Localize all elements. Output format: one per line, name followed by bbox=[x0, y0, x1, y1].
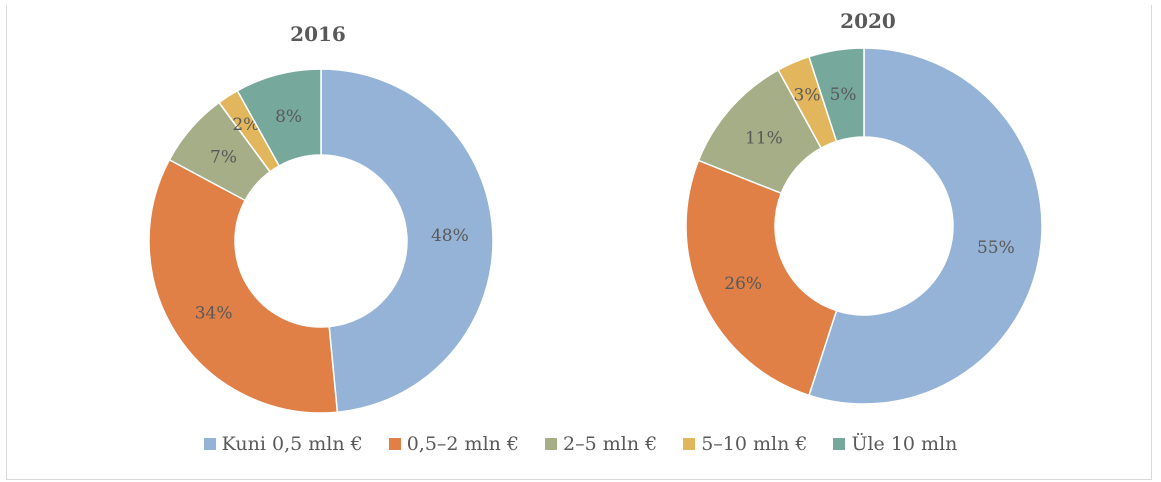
chart-frame bbox=[6, 5, 1152, 480]
chart-title-2020: 2020 bbox=[840, 9, 896, 33]
slice-5 bbox=[236, 68, 322, 167]
legend-swatch bbox=[203, 438, 216, 450]
legend-label: 2–5 mln € bbox=[563, 433, 658, 455]
slice-label: 8% bbox=[275, 107, 302, 127]
legend-label: Üle 10 mln bbox=[851, 433, 958, 455]
slice-label: 48% bbox=[431, 226, 469, 246]
slice-1 bbox=[320, 68, 494, 414]
legend-swatch bbox=[683, 438, 696, 450]
donut-2016: 48% 34% 7% 2% 8% bbox=[148, 68, 494, 414]
slice-2 bbox=[685, 159, 838, 397]
slice-2 bbox=[148, 158, 339, 414]
slice-label: 55% bbox=[977, 238, 1015, 258]
legend-label: 0,5–2 mln € bbox=[406, 433, 520, 455]
legend-label: Kuni 0,5 mln € bbox=[221, 433, 363, 455]
legend-item-1: Kuni 0,5 mln € bbox=[203, 433, 363, 455]
legend-swatch bbox=[545, 438, 558, 450]
slice-label: 11% bbox=[745, 129, 783, 149]
chart-title-2016: 2016 bbox=[290, 22, 346, 46]
legend: Kuni 0,5 mln € 0,5–2 mln € 2–5 mln € 5–1… bbox=[0, 433, 1161, 455]
slice-label: 5% bbox=[830, 85, 857, 105]
legend-item-5: Üle 10 mln bbox=[833, 433, 957, 455]
slice-1 bbox=[808, 47, 1043, 405]
legend-item-4: 5–10 mln € bbox=[683, 433, 807, 455]
slice-label: 3% bbox=[794, 85, 821, 105]
legend-swatch bbox=[833, 438, 846, 450]
slice-label: 26% bbox=[724, 274, 762, 294]
slice-5 bbox=[808, 47, 865, 143]
donut-charts: 2016 2020 48% 34% 7% 2% 8% 55% 26% 11% 3% 5% bbox=[148, 9, 1043, 414]
slice-label: 7% bbox=[210, 148, 237, 168]
slice-label: 2% bbox=[232, 115, 259, 135]
legend-item-2: 0,5–2 mln € bbox=[388, 433, 520, 455]
legend-item-3: 2–5 mln € bbox=[545, 433, 657, 455]
legend-label: 5–10 mln € bbox=[701, 433, 808, 455]
slice-label: 34% bbox=[195, 303, 233, 323]
legend-swatch bbox=[388, 438, 401, 450]
donut-2020: 55% 26% 11% 3% 5% bbox=[685, 47, 1043, 405]
